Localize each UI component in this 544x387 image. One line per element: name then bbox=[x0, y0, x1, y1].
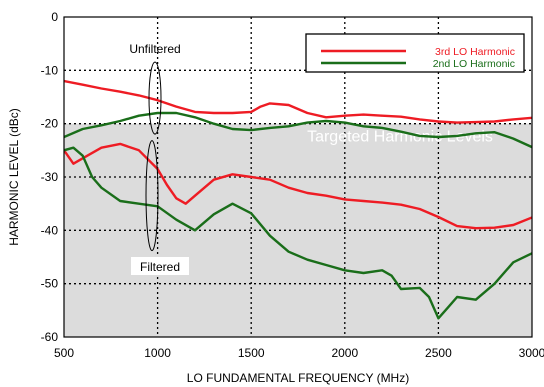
y-tick-labels: 0 -10 -20 -30 -40 -50 -60 bbox=[41, 10, 59, 344]
x-tick-label: 2000 bbox=[331, 346, 358, 360]
x-axis-label: LO FUNDAMENTAL FREQUENCY (MHz) bbox=[187, 371, 409, 385]
series-line-unfiltered-3rd bbox=[64, 79, 532, 124]
y-tick-label: -30 bbox=[41, 170, 59, 184]
legend-box bbox=[305, 33, 525, 73]
x-tick-label: 1000 bbox=[144, 346, 171, 360]
filtered-label-box bbox=[131, 257, 189, 275]
unfiltered-oval bbox=[148, 61, 162, 135]
filtered-oval bbox=[145, 140, 159, 252]
targeted-region-label: Targeted Harmonic Levels bbox=[307, 128, 493, 145]
series-line-filtered-2nd bbox=[64, 146, 532, 320]
plot-frame bbox=[63, 16, 533, 338]
y-tick-label: -40 bbox=[41, 223, 59, 237]
y-tick-label: -60 bbox=[41, 330, 59, 344]
filtered-label: Filtered bbox=[140, 260, 180, 274]
y-tick-label: 0 bbox=[51, 10, 58, 24]
x-tick-label: 1500 bbox=[238, 346, 265, 360]
annotation-ovals bbox=[145, 61, 162, 252]
legend-label: 3rd LO Harmonic bbox=[435, 46, 515, 58]
y-tick-label: -50 bbox=[41, 277, 59, 291]
series-line-unfiltered-2nd bbox=[64, 111, 532, 149]
x-tick-label: 2500 bbox=[425, 346, 452, 360]
y-tick-label: -10 bbox=[41, 63, 59, 77]
legend-label: 2nd LO Harmonic bbox=[433, 58, 515, 70]
x-tick-labels: 500 1000 1500 2000 2500 3000 bbox=[54, 346, 544, 360]
y-tick-label: -20 bbox=[41, 117, 59, 131]
series-group bbox=[64, 79, 532, 320]
x-tick-label: 3000 bbox=[519, 346, 544, 360]
series-line-filtered-3rd bbox=[64, 142, 532, 230]
unfiltered-label: Unfiltered bbox=[129, 42, 180, 56]
y-axis-label: HARMONIC LEVEL (dBc) bbox=[7, 108, 21, 246]
x-tick-label: 500 bbox=[54, 346, 74, 360]
